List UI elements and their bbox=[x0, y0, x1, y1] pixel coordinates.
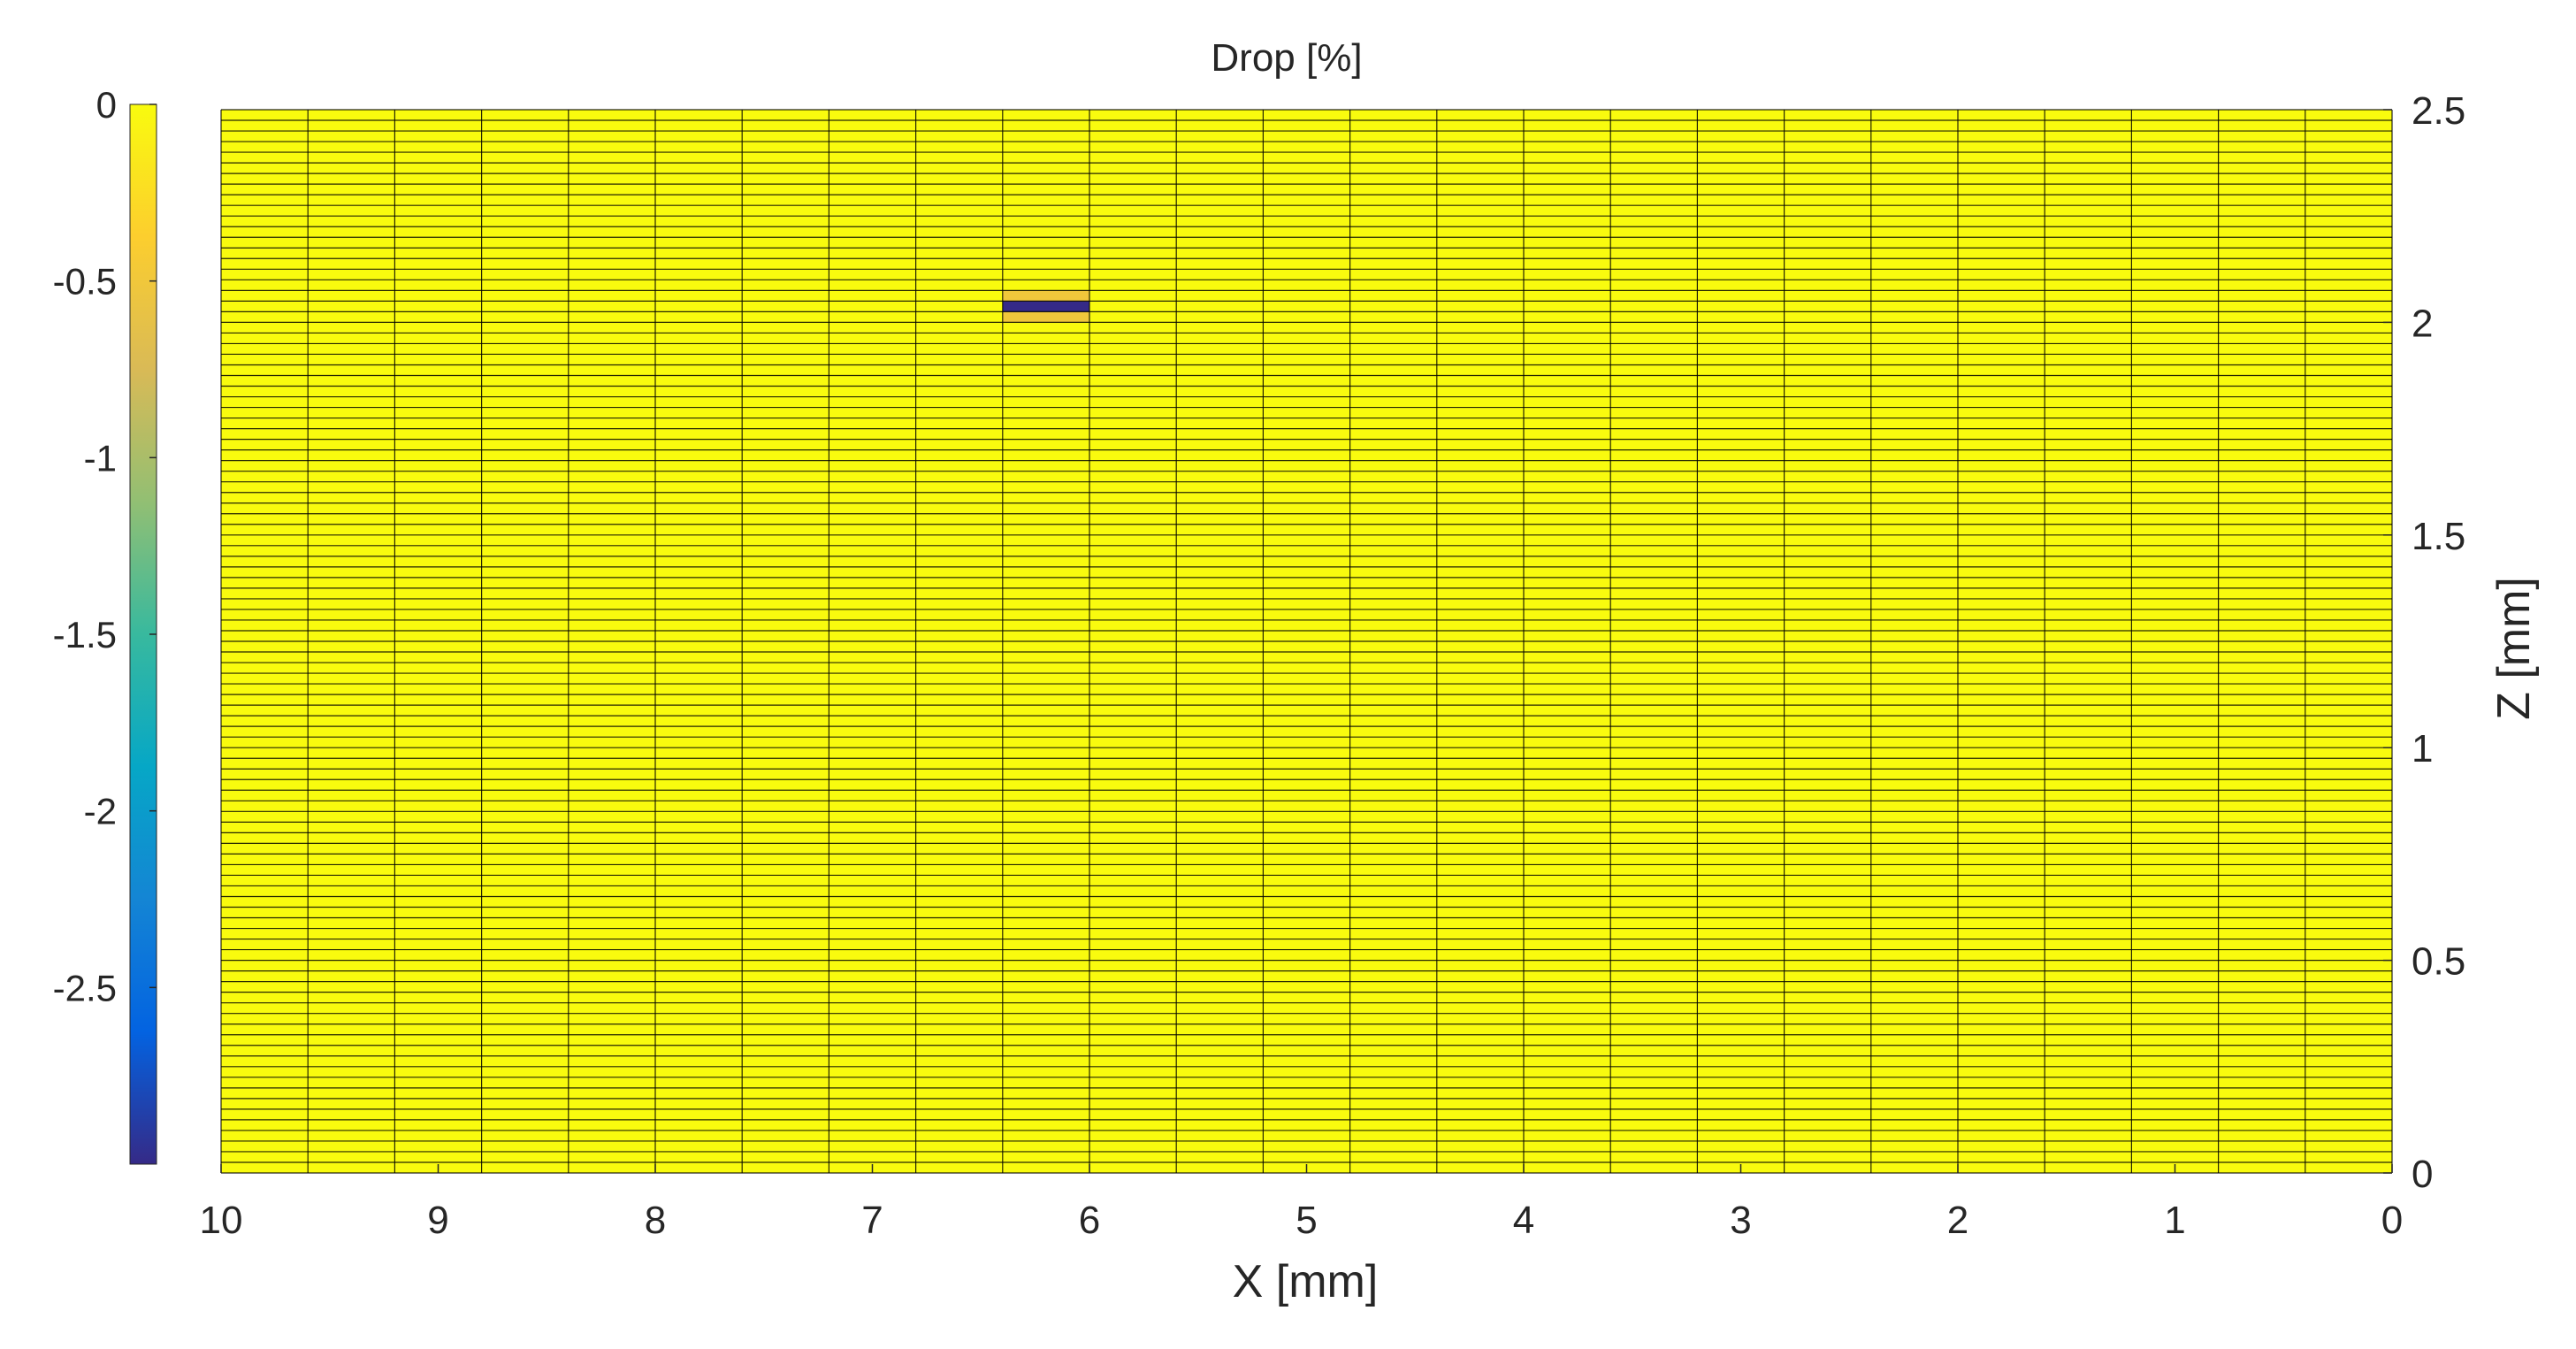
z-axis-label: Z [mm] bbox=[2488, 577, 2540, 720]
plot-area bbox=[220, 109, 2393, 1174]
x-tick-label: 5 bbox=[1296, 1199, 1317, 1242]
colorbar-tick-label: -0.5 bbox=[53, 261, 117, 303]
z-tick-label: 0.5 bbox=[2412, 940, 2465, 984]
z-axis-ticks: 0 0.5 1 1.5 2 2.5 bbox=[2383, 89, 2465, 1196]
x-tick-label: 1 bbox=[2164, 1199, 2185, 1242]
anomaly-cell bbox=[1002, 311, 1089, 323]
x-tick-label: 0 bbox=[2381, 1199, 2403, 1242]
x-axis-ticks: 10 9 8 7 6 5 4 3 2 1 0 bbox=[200, 1164, 2403, 1242]
x-tick-label: 4 bbox=[1513, 1199, 1534, 1242]
z-tick-label: 2 bbox=[2412, 302, 2433, 345]
colorbar: 0 -0.5 -1 -1.5 -2 -2.5 bbox=[53, 84, 157, 1165]
x-tick-label: 8 bbox=[645, 1199, 666, 1242]
colorbar-tick-label: -1 bbox=[84, 437, 117, 479]
anomaly-cell bbox=[1002, 301, 1089, 312]
anomaly-cell bbox=[1002, 290, 1089, 302]
x-tick-label: 3 bbox=[1730, 1199, 1751, 1242]
colorbar-tick-label: -1.5 bbox=[53, 614, 117, 655]
x-tick-label: 9 bbox=[427, 1199, 448, 1242]
z-tick-label: 2.5 bbox=[2412, 89, 2465, 133]
x-axis-label: X [mm] bbox=[1233, 1256, 1379, 1307]
chart-title: Drop [%] bbox=[1211, 36, 1362, 80]
colorbar-tick-label: -2.5 bbox=[53, 967, 117, 1008]
x-tick-label: 7 bbox=[861, 1199, 883, 1242]
z-tick-label: 1.5 bbox=[2412, 515, 2465, 558]
x-tick-label: 6 bbox=[1079, 1199, 1100, 1242]
colorbar-tick-label: 0 bbox=[96, 84, 117, 126]
x-tick-label: 2 bbox=[1947, 1199, 1968, 1242]
x-tick-label: 10 bbox=[200, 1199, 243, 1242]
z-tick-label: 1 bbox=[2412, 727, 2433, 770]
z-tick-label: 0 bbox=[2412, 1153, 2433, 1196]
colorbar-tick-label: -2 bbox=[84, 791, 117, 832]
